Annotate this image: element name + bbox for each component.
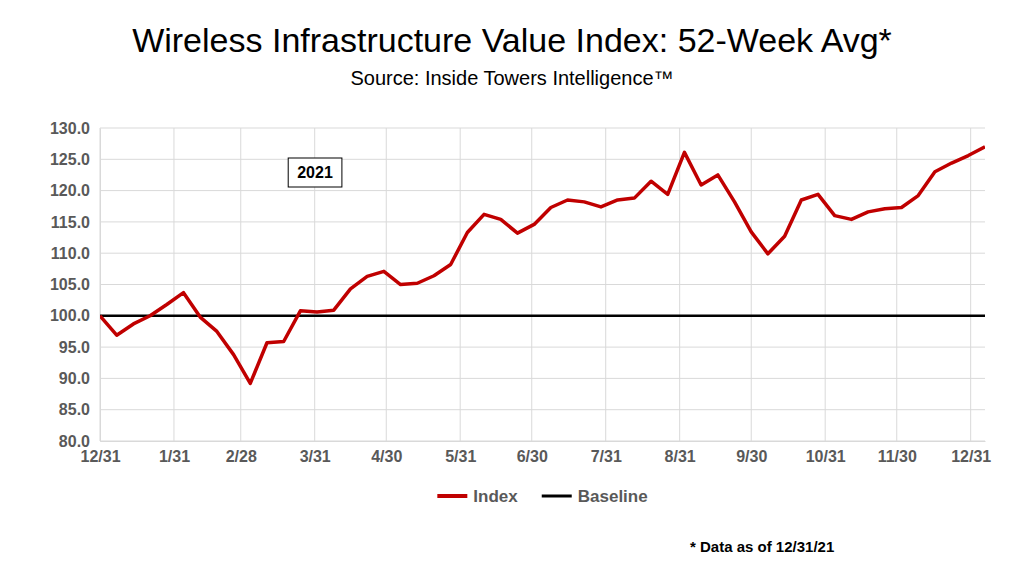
grid-line-y	[100, 159, 985, 160]
y-tick-label: 100.0	[50, 307, 90, 324]
x-tick-label: 3/31	[300, 448, 331, 465]
grid-line-x	[751, 128, 752, 441]
y-tick: 130.0	[50, 120, 100, 137]
y-tick-label: 125.0	[50, 151, 90, 168]
y-axis-line	[100, 129, 101, 442]
annotation-frame	[288, 158, 342, 187]
x-tick: 11/30	[878, 441, 917, 465]
legend-label: Baseline	[578, 487, 648, 506]
y-tick-label: 85.0	[59, 401, 90, 418]
y-tick: 120.0	[50, 182, 100, 199]
grid-line-y	[100, 315, 985, 316]
legend-item: Index	[437, 487, 518, 506]
y-tick-label: 90.0	[59, 370, 90, 387]
grid-line-y	[100, 378, 985, 379]
x-tick-label: 12/31	[80, 448, 120, 465]
legend-swatch	[437, 494, 467, 498]
grid-line-x	[460, 128, 461, 441]
grid-line-x	[679, 128, 680, 441]
grid-line-x	[386, 128, 387, 441]
grid-line-y	[100, 441, 985, 442]
y-tick: 110.0	[51, 245, 100, 262]
grid-line-x	[970, 128, 971, 441]
x-tick-label: 12/31	[951, 448, 991, 465]
grid-line-y	[100, 221, 985, 222]
x-tick-label: 7/31	[591, 448, 622, 465]
x-tick-label: 1/31	[159, 448, 190, 465]
y-tick: 85.0	[59, 401, 100, 418]
line-1	[100, 315, 985, 318]
title: Wireless Infrastructure Value Index: 52-…	[132, 21, 892, 59]
grid-line-x	[825, 128, 826, 441]
x-tick: 1/31	[159, 441, 190, 465]
x-tick-label: 2/28	[226, 448, 257, 465]
annotation: 2021	[297, 164, 333, 181]
y-tick: 115.0	[51, 214, 100, 231]
grid-line-y	[100, 190, 985, 191]
x-tick-label: 10/31	[806, 448, 846, 465]
y-tick: 90.0	[59, 370, 100, 387]
y-axis: 80.0 85.0 90.0 95.0 100.0 105.0 110.0 115.0 120.…	[50, 120, 101, 450]
x-tick-label: 11/30	[878, 448, 917, 465]
plot-area	[100, 147, 985, 384]
annotation-box: 2021	[288, 158, 342, 187]
legend: Index Baseline	[437, 487, 647, 506]
grid-line-x	[100, 128, 101, 441]
x-tick-label: 6/30	[517, 448, 548, 465]
grid-line-x	[896, 128, 897, 441]
x-tick: 4/30	[371, 441, 402, 465]
y-tick: 95.0	[59, 339, 100, 356]
y-tick-label: 120.0	[50, 182, 90, 199]
chart: Wireless Infrastructure Value Index: 52-…	[0, 0, 1024, 576]
legend-item: Baseline	[542, 487, 648, 506]
line-0	[100, 147, 985, 384]
grid-line-x	[531, 128, 532, 441]
x-tick-label: 5/31	[445, 448, 476, 465]
grid-line-y	[100, 347, 985, 348]
x-tick: 10/31	[806, 441, 846, 465]
grid-line-x	[605, 128, 606, 441]
x-tick: 12/31	[80, 441, 120, 465]
y-tick-label: 110.0	[51, 245, 90, 262]
y-tick: 105.0	[50, 276, 100, 293]
x-tick: 7/31	[591, 441, 622, 465]
x-tick: 5/31	[445, 441, 476, 465]
grid-line-x	[173, 128, 174, 441]
legend-swatch	[542, 495, 572, 498]
grid-line-y	[100, 253, 985, 254]
x-tick: 12/31	[951, 441, 991, 465]
grid-line-y	[100, 284, 985, 285]
x-tick: 2/28	[226, 441, 257, 465]
y-tick: 125.0	[50, 151, 100, 168]
x-axis: 12/31 1/31 2/28 3/31 4/30 5/31 6/30 7/31 8/31 9/3…	[80, 441, 991, 465]
y-tick-label: 115.0	[51, 214, 90, 231]
y-tick: 100.0	[50, 307, 100, 324]
x-tick-label: 9/30	[736, 448, 767, 465]
footnote: * Data as of 12/31/21	[690, 538, 834, 555]
x-tick-label: 4/30	[371, 448, 402, 465]
x-tick-label: 8/31	[665, 448, 696, 465]
y-tick-label: 130.0	[50, 120, 90, 137]
y-tick-label: 80.0	[59, 433, 90, 450]
grid-line-y	[100, 128, 985, 129]
y-tick-label: 105.0	[50, 276, 90, 293]
x-axis-line	[101, 441, 986, 442]
legend-label: Index	[473, 487, 518, 506]
x-tick: 9/30	[736, 441, 767, 465]
y-tick-label: 95.0	[59, 339, 90, 356]
x-tick: 8/31	[665, 441, 696, 465]
subtitle: Source: Inside Towers Intelligence™	[350, 67, 673, 89]
x-tick: 6/30	[517, 441, 548, 465]
x-tick: 3/31	[300, 441, 331, 465]
y-tick: 80.0	[59, 433, 100, 450]
grid-line-y	[100, 409, 985, 410]
grid-line-x	[240, 128, 241, 441]
grid	[100, 128, 985, 441]
